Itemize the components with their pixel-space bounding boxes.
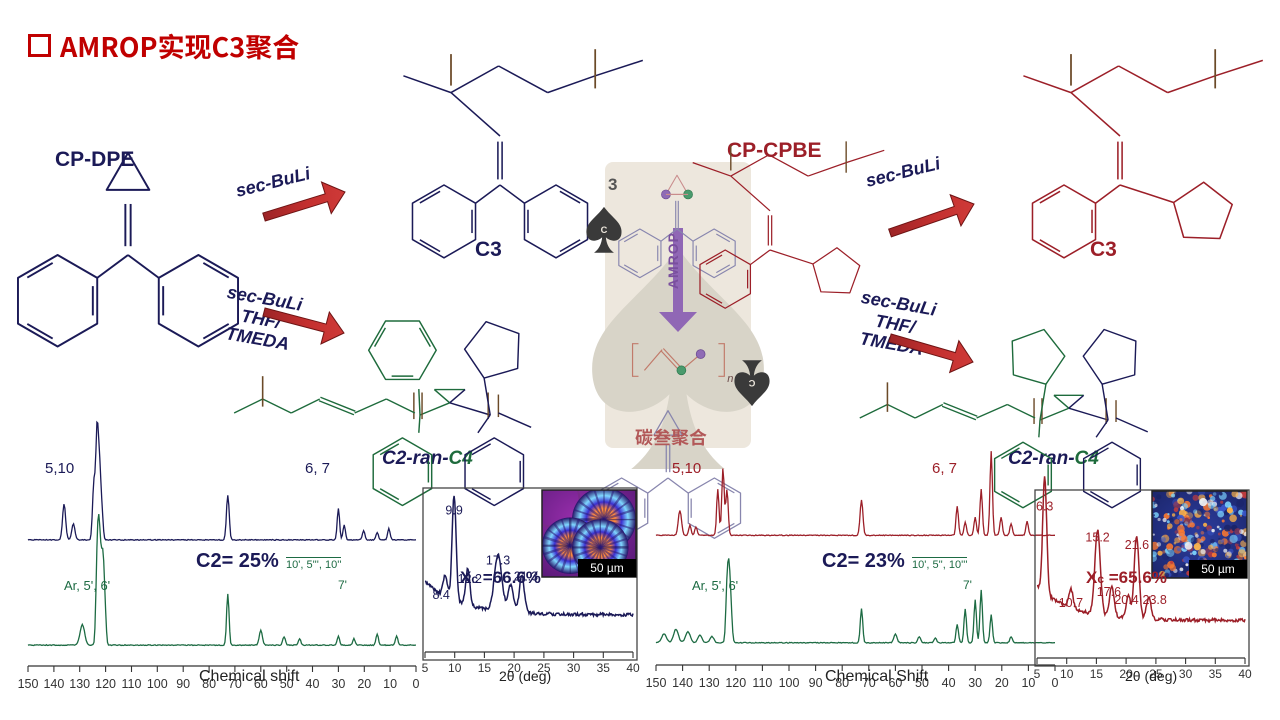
svg-text:9.9: 9.9	[445, 503, 462, 517]
svg-text:6.3: 6.3	[1036, 499, 1053, 513]
svg-text:40: 40	[942, 676, 956, 690]
svg-text:90: 90	[176, 677, 190, 691]
svg-text:40: 40	[1238, 667, 1252, 681]
svg-text:20: 20	[357, 677, 371, 691]
svg-text:15: 15	[1090, 667, 1104, 681]
svg-text:15.2: 15.2	[1085, 531, 1109, 545]
svg-text:50 µm: 50 µm	[1201, 562, 1235, 576]
svg-text:30: 30	[1179, 667, 1193, 681]
svg-text:150: 150	[18, 677, 39, 691]
svg-text:30: 30	[567, 661, 581, 675]
svg-text:120: 120	[95, 677, 116, 691]
svg-text:35: 35	[1209, 667, 1223, 681]
svg-text:30: 30	[331, 677, 345, 691]
svg-text:17.3: 17.3	[486, 554, 510, 568]
svg-text:120: 120	[725, 676, 746, 690]
svg-text:30: 30	[968, 676, 982, 690]
svg-text:100: 100	[147, 677, 168, 691]
svg-text:140: 140	[43, 677, 64, 691]
svg-text:35: 35	[597, 661, 611, 675]
svg-text:130: 130	[699, 676, 720, 690]
svg-text:C: C	[748, 378, 755, 388]
svg-text:140: 140	[672, 676, 693, 690]
svg-text:C: C	[601, 225, 608, 235]
svg-text:10: 10	[1060, 667, 1074, 681]
svg-text:50 µm: 50 µm	[590, 561, 624, 575]
svg-text:23.8: 23.8	[1143, 593, 1167, 607]
svg-text:15: 15	[478, 661, 492, 675]
svg-text:40: 40	[626, 661, 640, 675]
svg-text:n: n	[727, 373, 733, 385]
svg-text:130: 130	[69, 677, 90, 691]
svg-text:10: 10	[448, 661, 462, 675]
svg-text:0: 0	[1052, 676, 1059, 690]
svg-text:110: 110	[122, 677, 142, 691]
svg-text:5: 5	[1034, 667, 1041, 681]
svg-text:90: 90	[809, 676, 823, 690]
svg-text:5: 5	[422, 661, 429, 675]
svg-text:110: 110	[752, 676, 772, 690]
svg-text:10: 10	[383, 677, 397, 691]
svg-text:150: 150	[646, 676, 667, 690]
svg-text:100: 100	[779, 676, 800, 690]
svg-text:20.4: 20.4	[1114, 593, 1138, 607]
svg-text:8.4: 8.4	[433, 588, 450, 602]
svg-text:0: 0	[413, 677, 420, 691]
svg-text:20: 20	[995, 676, 1009, 690]
svg-text:10.7: 10.7	[1059, 596, 1083, 610]
svg-text:40: 40	[306, 677, 320, 691]
